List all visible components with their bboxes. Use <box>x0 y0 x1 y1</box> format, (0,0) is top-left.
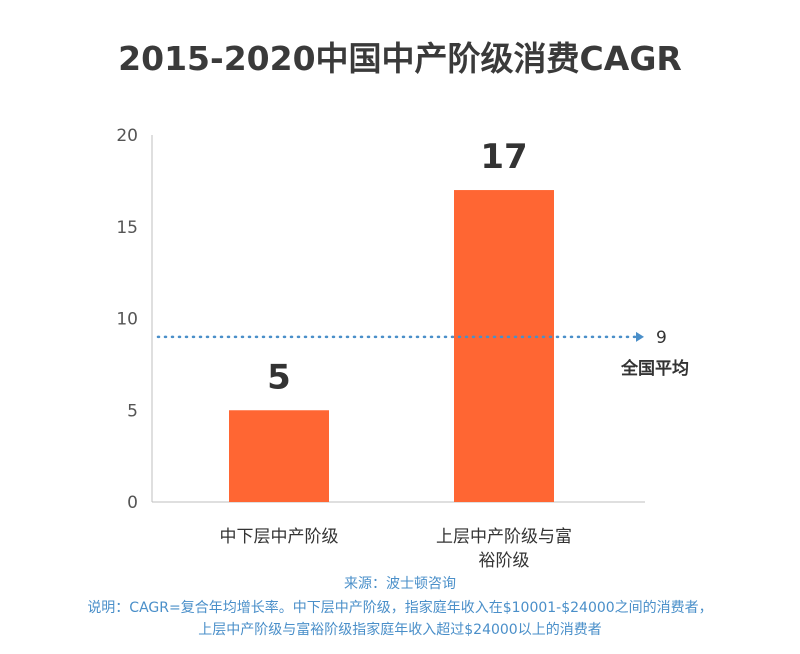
y-tick-label: 15 <box>116 218 138 238</box>
footnote-line-2: 上层中产阶级与富裕阶级指家庭年收入超过$24000以上的消费者 <box>198 621 601 638</box>
y-tick-label: 20 <box>116 126 138 146</box>
bar-data-label: 17 <box>480 137 527 177</box>
source-note: 来源：波士顿咨询 <box>344 576 456 592</box>
bar-data-label: 5 <box>267 357 291 397</box>
y-tick-label: 5 <box>127 401 138 421</box>
footnote-line-1: 说明：CAGR=复合年均增长率。中下层中产阶级，指家庭年收入在$10001-$2… <box>87 599 712 616</box>
reference-name-label: 全国平均 <box>620 358 689 379</box>
chart-title: 2015-2020中国中产阶级消费CAGR <box>118 39 682 78</box>
y-tick-label: 0 <box>127 493 138 513</box>
y-tick-label: 10 <box>116 310 138 330</box>
x-category-label: 中下层中产阶级 <box>220 527 339 547</box>
x-category-label: 上层中产阶级与富 <box>436 527 572 547</box>
reference-line-marker <box>636 331 644 342</box>
x-category-label: 裕阶级 <box>479 551 530 571</box>
bar <box>454 190 554 503</box>
bar <box>229 410 329 502</box>
reference-value-label: 9 <box>656 328 667 348</box>
